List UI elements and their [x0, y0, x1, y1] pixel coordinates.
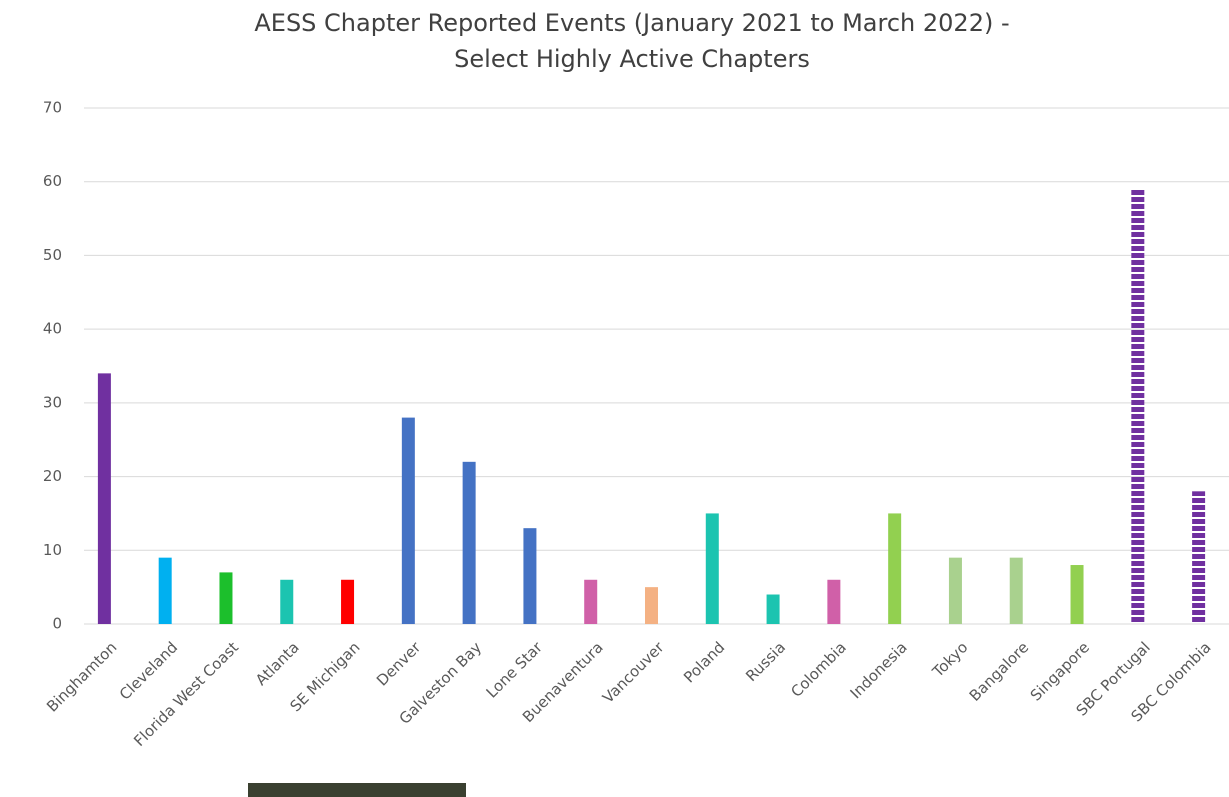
x-tick-label: Russia: [742, 638, 789, 685]
y-tick-label: 70: [43, 99, 62, 117]
bar: [766, 594, 780, 624]
bar: [1070, 565, 1084, 624]
bar: [462, 461, 476, 624]
x-tick-label: Tokyo: [928, 638, 971, 681]
y-tick-label: 60: [43, 172, 62, 190]
bar: [341, 579, 355, 624]
x-tick-label: Denver: [373, 638, 425, 690]
y-tick-label: 20: [43, 467, 62, 485]
bar: [827, 579, 841, 624]
bar: [645, 587, 658, 624]
x-tick-label: Florida West Coast: [130, 638, 242, 750]
bar: [523, 528, 537, 624]
x-tick-label: Atlanta: [252, 638, 303, 689]
x-tick-label: Colombia: [787, 638, 850, 701]
x-tick-label: Vancouver: [599, 638, 668, 707]
chart-title: Select Highly Active Chapters: [454, 45, 810, 73]
x-tick-label: Cleveland: [116, 638, 181, 703]
bar: [280, 579, 294, 624]
y-tick-label: 50: [43, 246, 62, 264]
bar: [1009, 557, 1023, 624]
y-tick-label: 30: [43, 393, 62, 411]
x-tick-label: Bangalore: [966, 638, 1033, 705]
x-tick-label: Indonesia: [847, 638, 911, 702]
bar: [97, 373, 111, 624]
bar: [1131, 189, 1145, 625]
bar: [158, 557, 172, 624]
bar: [584, 579, 598, 624]
x-tick-label: Binghamton: [43, 638, 120, 715]
bar: [1192, 491, 1206, 624]
bar: [948, 557, 962, 624]
y-tick-label: 0: [52, 615, 62, 633]
y-tick-label: 10: [43, 541, 62, 559]
chart-title: AESS Chapter Reported Events (January 20…: [254, 9, 1009, 37]
x-tick-label: Lone Star: [483, 638, 547, 702]
y-tick-label: 40: [43, 320, 62, 338]
x-tick-label: Singapore: [1027, 638, 1093, 704]
x-tick-label: Poland: [680, 638, 728, 686]
bar: [219, 572, 233, 624]
photo-fragment: [248, 783, 466, 797]
bar: [401, 417, 415, 624]
bar: [888, 513, 902, 624]
bar: [705, 513, 719, 624]
